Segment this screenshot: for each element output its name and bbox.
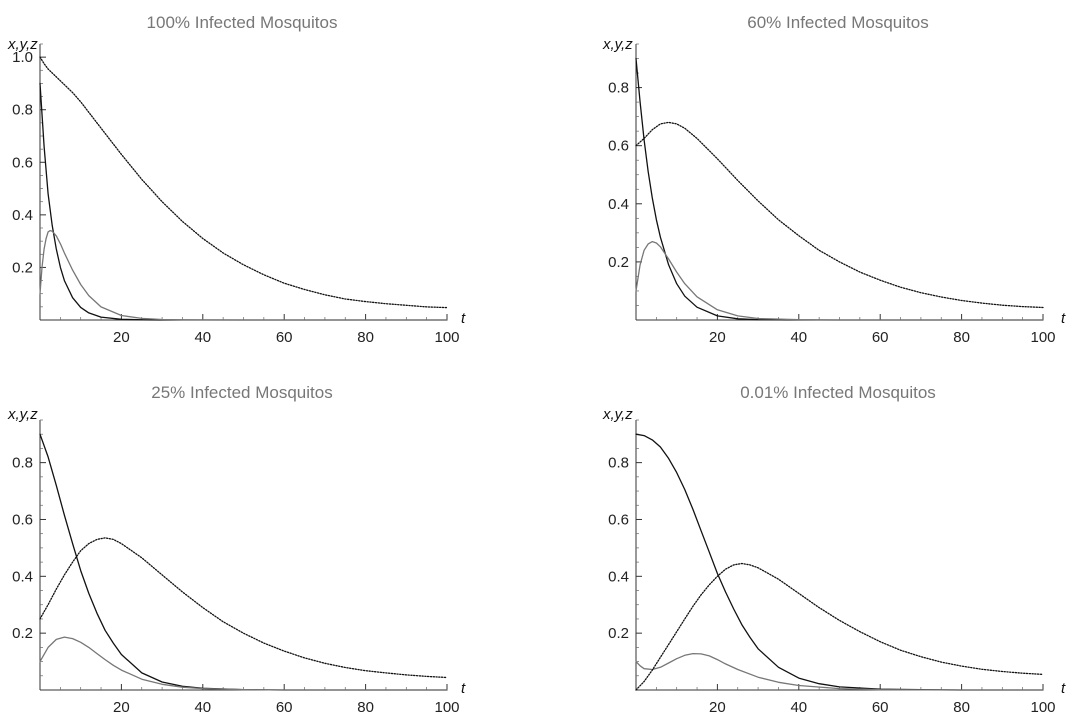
x-axis-label: t (461, 680, 466, 697)
x-tick-label: 80 (953, 329, 970, 346)
series-line-3 (39, 56, 448, 309)
x-tick-label: 20 (709, 699, 726, 713)
x-tick-label: 80 (357, 329, 374, 346)
panel-100-percent: 100% Infected Mosquitos x,y,z t 20 40 60 80… (7, 13, 466, 346)
x-axis-label: t (1061, 310, 1066, 327)
x-tick-label: 40 (790, 329, 807, 346)
x-tick-label: 40 (790, 699, 807, 713)
panel-title: 100% Infected Mosquitos (147, 13, 338, 32)
x-tick-label: 20 (113, 699, 130, 713)
x-tick-label: 100 (434, 699, 459, 713)
x-axis-label: t (1061, 680, 1066, 697)
y-axis-label: x,y,z (602, 36, 633, 53)
y-tick-label: 0.4 (608, 568, 629, 585)
panel-60-percent: 60% Infected Mosquitos x,y,z t 20 40 60 80 1… (602, 13, 1066, 346)
y-tick-label: 0.8 (12, 455, 33, 472)
y-tick-label: 0.4 (12, 568, 33, 585)
y-tick-label: 0.4 (12, 207, 33, 224)
x-tick-label: 100 (1030, 329, 1055, 346)
x-tick-label: 60 (276, 699, 293, 713)
y-tick-label: 0.2 (12, 259, 33, 276)
series-line-3 (635, 121, 1044, 309)
panel-0-01-percent: 0.01% Infected Mosquitos x,y,z t 20 40 60 8… (602, 383, 1066, 713)
x-tick-label: 80 (357, 699, 374, 713)
y-axis-label: x,y,z (7, 406, 38, 423)
y-tick-label: 0.6 (608, 511, 629, 528)
plot-area: 20 40 60 80 100 0.2 0.4 0.6 0.8 (608, 419, 1056, 713)
y-tick-label: 0.8 (608, 455, 629, 472)
y-tick-label: 1.0 (12, 49, 33, 66)
panel-title: 0.01% Infected Mosquitos (740, 383, 936, 402)
x-tick-label: 60 (872, 699, 889, 713)
x-tick-label: 60 (872, 329, 889, 346)
x-tick-label: 80 (953, 699, 970, 713)
y-tick-label: 0.6 (12, 511, 33, 528)
series-line-1 (39, 433, 448, 691)
y-tick-label: 0.6 (608, 138, 629, 155)
series-line-1 (635, 433, 1044, 691)
series-line-2 (39, 229, 448, 321)
y-tick-label: 0.8 (608, 80, 629, 97)
y-tick-label: 0.2 (12, 625, 33, 642)
x-tick-label: 60 (276, 329, 293, 346)
series-line-3 (39, 537, 448, 679)
panel-25-percent: 25% Infected Mosquitos x,y,z t 20 40 60 80 1… (7, 383, 466, 713)
x-tick-label: 20 (113, 329, 130, 346)
plot-area: 20 40 60 80 100 0.2 0.4 0.6 0.8 (608, 43, 1056, 346)
plot-area: 20 40 60 80 100 0.2 0.4 0.6 0.8 (12, 419, 460, 713)
x-tick-label: 100 (1030, 699, 1055, 713)
y-axis-label: x,y,z (7, 36, 38, 53)
y-tick-label: 0.8 (12, 102, 33, 119)
y-axis-label: x,y,z (602, 406, 633, 423)
y-tick-label: 0.2 (608, 625, 629, 642)
x-tick-label: 40 (194, 329, 211, 346)
series-line-2 (635, 652, 1044, 691)
x-tick-label: 40 (194, 699, 211, 713)
plot-area: 20 40 60 80 100 0.2 0.4 0.6 0.8 1.0 (12, 43, 460, 346)
series-line-3 (635, 562, 1044, 691)
x-tick-label: 20 (709, 329, 726, 346)
y-tick-label: 0.6 (12, 154, 33, 171)
x-axis-label: t (461, 310, 466, 327)
series-line-1 (39, 82, 448, 321)
y-tick-label: 0.2 (608, 254, 629, 271)
series-line-1 (635, 57, 1044, 321)
y-tick-label: 0.4 (608, 196, 629, 213)
series-line-2 (635, 240, 1044, 321)
panel-title: 25% Infected Mosquitos (151, 383, 332, 402)
x-tick-label: 100 (434, 329, 459, 346)
panel-title: 60% Infected Mosquitos (747, 13, 928, 32)
series-line-2 (39, 636, 448, 691)
